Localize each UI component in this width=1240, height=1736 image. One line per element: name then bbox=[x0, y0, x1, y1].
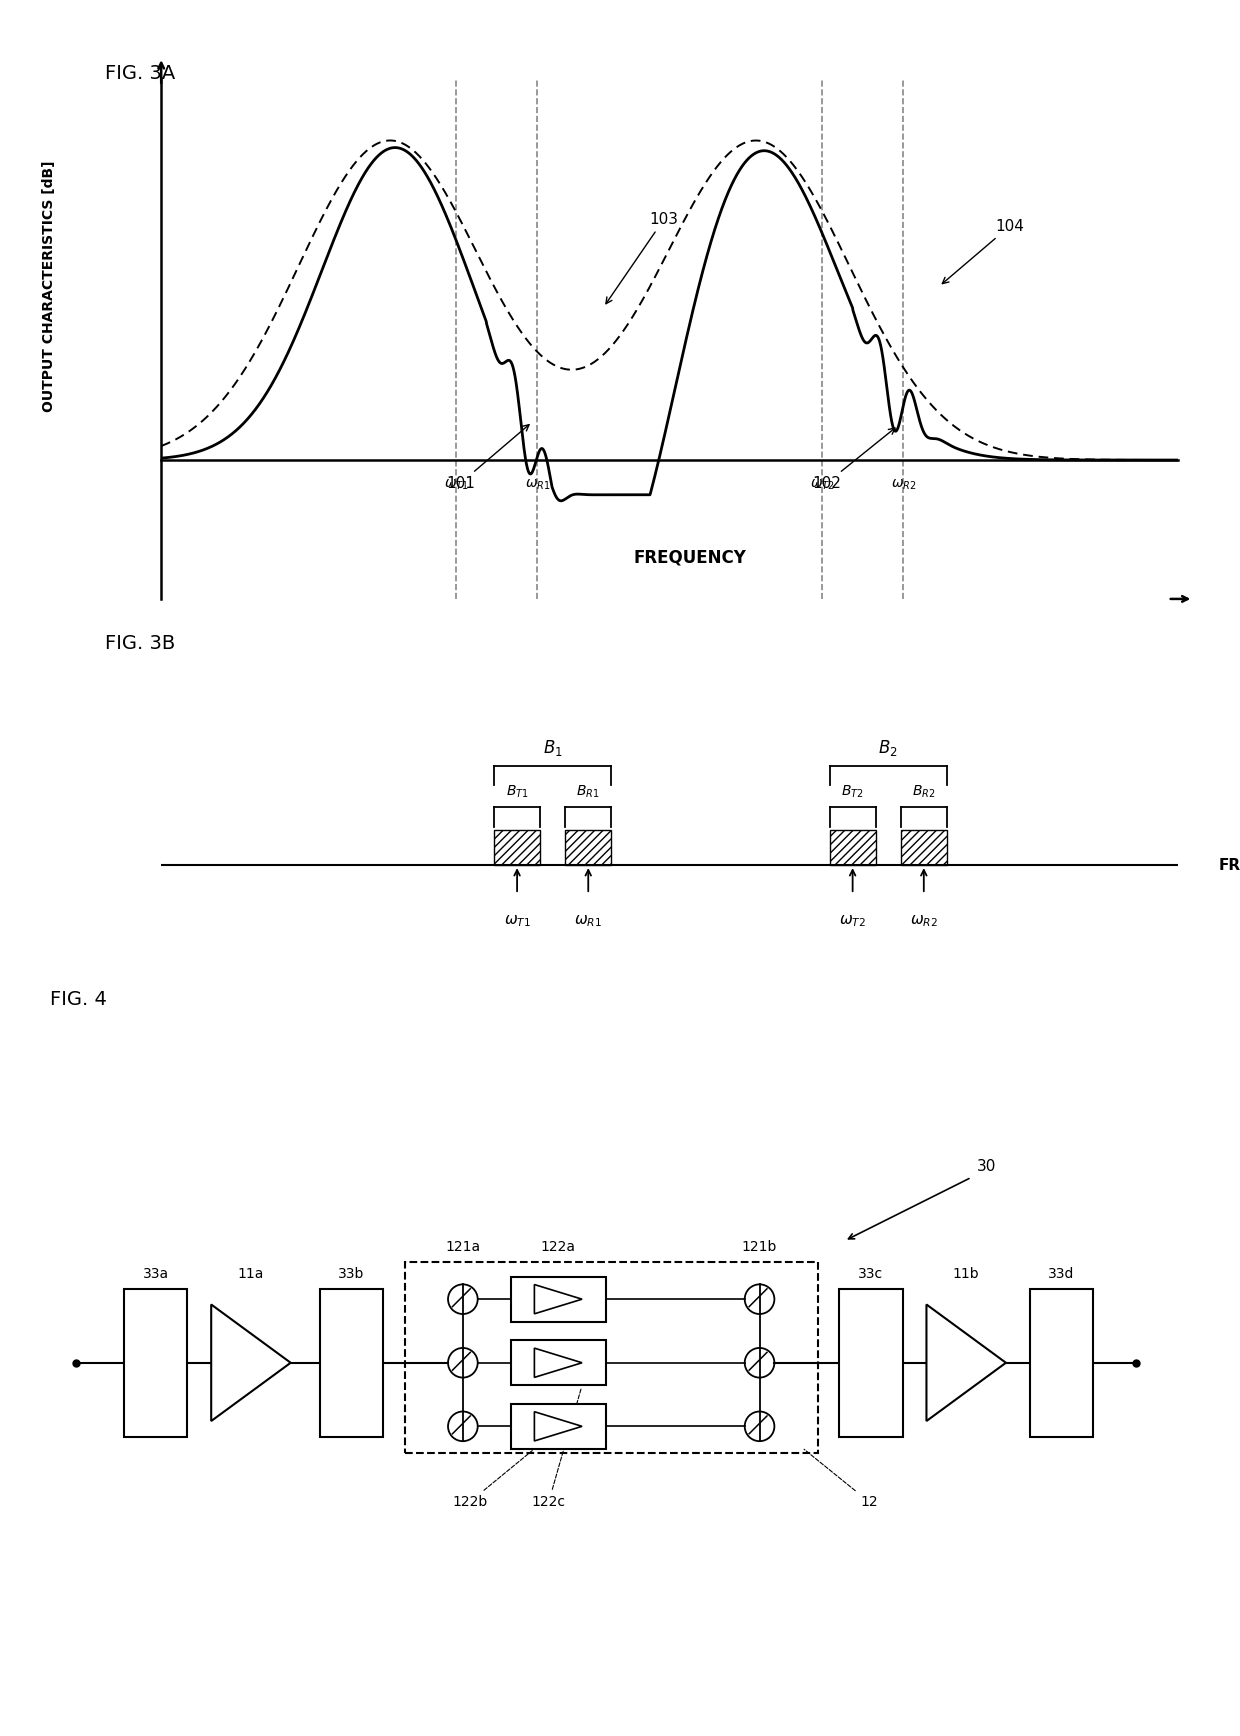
Text: $B_{T2}$: $B_{T2}$ bbox=[841, 783, 864, 800]
Text: 33b: 33b bbox=[339, 1267, 365, 1281]
Text: $\omega_{R1}$: $\omega_{R1}$ bbox=[574, 913, 603, 929]
Text: $\omega_{T2}$: $\omega_{T2}$ bbox=[839, 913, 866, 929]
Text: 103: 103 bbox=[606, 212, 678, 304]
Bar bbox=[1029, 1288, 1094, 1437]
Text: 12: 12 bbox=[804, 1450, 878, 1509]
Text: 33c: 33c bbox=[858, 1267, 883, 1281]
Polygon shape bbox=[211, 1304, 290, 1422]
Text: FREQUENCY: FREQUENCY bbox=[1219, 858, 1240, 873]
Text: OUTPUT CHARACTERISTICS [dB]: OUTPUT CHARACTERISTICS [dB] bbox=[42, 161, 56, 411]
Text: FIG. 4: FIG. 4 bbox=[50, 990, 107, 1009]
Text: $B_{R1}$: $B_{R1}$ bbox=[577, 783, 600, 800]
Text: $B_{T1}$: $B_{T1}$ bbox=[506, 783, 528, 800]
Text: $\omega_{T1}$: $\omega_{T1}$ bbox=[444, 477, 469, 491]
Text: $\omega_{R1}$: $\omega_{R1}$ bbox=[525, 477, 551, 491]
Text: 122c: 122c bbox=[532, 1389, 582, 1509]
Text: 104: 104 bbox=[942, 219, 1024, 283]
FancyBboxPatch shape bbox=[511, 1276, 606, 1321]
Text: 122a: 122a bbox=[541, 1240, 575, 1253]
Text: 33d: 33d bbox=[1048, 1267, 1075, 1281]
Text: 122b: 122b bbox=[453, 1451, 532, 1509]
Text: $B_2$: $B_2$ bbox=[878, 738, 898, 759]
Bar bbox=[320, 1288, 383, 1437]
Text: 30: 30 bbox=[977, 1160, 996, 1174]
Text: FIG. 3B: FIG. 3B bbox=[105, 634, 176, 653]
Text: $\omega_{T2}$: $\omega_{T2}$ bbox=[810, 477, 835, 491]
Text: $\omega_{R2}$: $\omega_{R2}$ bbox=[910, 913, 937, 929]
Text: FIG. 3A: FIG. 3A bbox=[105, 64, 176, 83]
Text: FREQUENCY: FREQUENCY bbox=[634, 549, 746, 566]
Text: $\omega_{T1}$: $\omega_{T1}$ bbox=[503, 913, 531, 929]
Bar bbox=[124, 1288, 187, 1437]
Text: 33a: 33a bbox=[143, 1267, 169, 1281]
FancyBboxPatch shape bbox=[511, 1340, 606, 1385]
Bar bbox=[495, 830, 539, 865]
Bar bbox=[404, 1262, 818, 1453]
FancyBboxPatch shape bbox=[511, 1404, 606, 1450]
Text: $B_1$: $B_1$ bbox=[543, 738, 563, 759]
Text: 121a: 121a bbox=[445, 1240, 480, 1253]
Polygon shape bbox=[926, 1304, 1006, 1422]
Bar bbox=[830, 830, 875, 865]
Text: 101: 101 bbox=[446, 425, 529, 491]
Text: $\omega_{R2}$: $\omega_{R2}$ bbox=[890, 477, 916, 491]
Text: 102: 102 bbox=[812, 429, 895, 491]
Bar bbox=[565, 830, 611, 865]
Text: $B_{R2}$: $B_{R2}$ bbox=[913, 783, 935, 800]
Text: 11b: 11b bbox=[952, 1267, 980, 1281]
Bar bbox=[901, 830, 946, 865]
Bar bbox=[839, 1288, 903, 1437]
Text: 11a: 11a bbox=[238, 1267, 264, 1281]
Text: 121b: 121b bbox=[742, 1240, 777, 1253]
